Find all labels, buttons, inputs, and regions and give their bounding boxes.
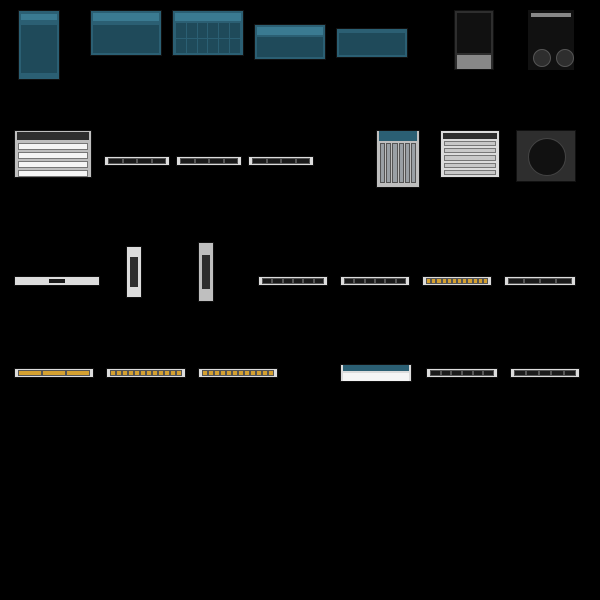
blade-chassis bbox=[376, 130, 420, 188]
rack-chassis-1u-teal-c bbox=[254, 24, 326, 60]
rack-1u-thin-b bbox=[176, 156, 242, 166]
rack-chassis-blank-teal bbox=[336, 28, 408, 58]
fan-module-dark bbox=[516, 130, 576, 182]
bottom-1u-c bbox=[198, 368, 278, 378]
speaker-panel-dark bbox=[528, 10, 574, 70]
switch-chassis-gray bbox=[440, 130, 500, 178]
bottom-1u-a bbox=[14, 368, 94, 378]
bottom-1u-panel bbox=[340, 364, 412, 382]
bottom-1u-f bbox=[510, 368, 580, 378]
bottom-1u-b bbox=[106, 368, 186, 378]
switch-1u-d bbox=[504, 276, 576, 286]
switch-1u-ports-c bbox=[422, 276, 492, 286]
rack-chassis-2u-teal-b bbox=[172, 10, 244, 56]
rack-4-bay-light bbox=[14, 130, 92, 178]
switch-1u-a bbox=[258, 276, 328, 286]
blade-card-a bbox=[126, 246, 142, 298]
storage-array-dark bbox=[454, 10, 494, 70]
bottom-1u-e bbox=[426, 368, 498, 378]
switch-1u-b bbox=[340, 276, 410, 286]
rack-1u-thin-a bbox=[104, 156, 170, 166]
rack-1u-thin-c bbox=[248, 156, 314, 166]
device-gallery bbox=[0, 0, 600, 600]
tall-rack-module-teal bbox=[18, 10, 60, 80]
blade-card-b bbox=[198, 242, 214, 302]
rack-chassis-2u-teal-a bbox=[90, 10, 162, 56]
rack-1u-long bbox=[14, 276, 100, 286]
